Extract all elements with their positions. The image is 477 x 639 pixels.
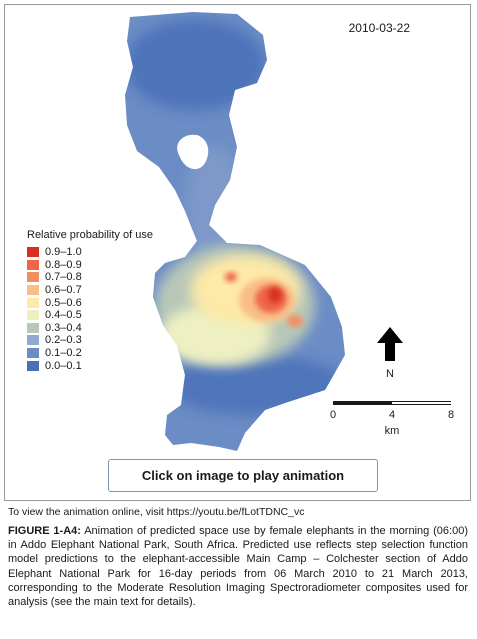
play-animation-button[interactable]: Click on image to play animation — [108, 459, 378, 492]
legend-item: 0.7–0.8 — [27, 271, 153, 284]
north-arrow-icon — [377, 327, 403, 361]
legend-swatch — [27, 348, 39, 359]
legend-item: 0.5–0.6 — [27, 296, 153, 309]
legend-item: 0.2–0.3 — [27, 334, 153, 347]
probability-map — [125, 12, 345, 451]
legend-label: 0.7–0.8 — [45, 271, 82, 284]
figure-caption: FIGURE 1-A4: Animation of predicted spac… — [8, 524, 468, 609]
legend-label: 0.5–0.6 — [45, 296, 82, 309]
legend-swatch — [27, 360, 39, 371]
legend-item: 0.1–0.2 — [27, 347, 153, 360]
scale-bar-graphic — [333, 401, 451, 405]
scale-bar: 0 4 8 km — [328, 401, 458, 441]
legend-swatch — [27, 310, 39, 321]
legend-item: 0.4–0.5 — [27, 309, 153, 322]
legend-item: 0.6–0.7 — [27, 284, 153, 297]
north-label: N — [386, 368, 394, 380]
scale-tick: 0 — [329, 409, 337, 421]
legend-swatch — [27, 285, 39, 296]
legend-label: 0.6–0.7 — [45, 284, 82, 297]
legend-item: 0.3–0.4 — [27, 322, 153, 335]
online-note: To view the animation online, visit http… — [8, 506, 305, 518]
legend-swatch — [27, 259, 39, 270]
legend-item: 0.9–1.0 — [27, 246, 153, 259]
legend-item: 0.8–0.9 — [27, 259, 153, 272]
legend-label: 0.8–0.9 — [45, 258, 82, 271]
scale-unit: km — [384, 425, 400, 437]
legend-swatch — [27, 297, 39, 308]
legend: Relative probability of use 0.9–1.0 0.8–… — [27, 229, 153, 372]
north-arrow: N — [377, 327, 403, 380]
legend-swatch — [27, 322, 39, 333]
scale-tick: 4 — [388, 409, 396, 421]
caption-label: FIGURE 1-A4: — [8, 525, 81, 537]
scale-tick: 8 — [447, 409, 455, 421]
legend-title: Relative probability of use — [27, 229, 153, 241]
legend-label: 0.9–1.0 — [45, 246, 82, 259]
caption-text: Animation of predicted space use by fema… — [8, 525, 468, 609]
legend-swatch — [27, 335, 39, 346]
legend-label: 0.1–0.2 — [45, 347, 82, 360]
legend-label: 0.4–0.5 — [45, 309, 82, 322]
legend-item: 0.0–0.1 — [27, 359, 153, 372]
legend-label: 0.0–0.1 — [45, 359, 82, 372]
legend-label: 0.2–0.3 — [45, 334, 82, 347]
date-label: 2010-03-22 — [348, 21, 410, 35]
legend-swatch — [27, 247, 39, 258]
legend-swatch — [27, 272, 39, 283]
figure-frame[interactable]: 2010-03-22 Relative probability of use 0… — [4, 4, 471, 501]
legend-label: 0.3–0.4 — [45, 321, 82, 334]
